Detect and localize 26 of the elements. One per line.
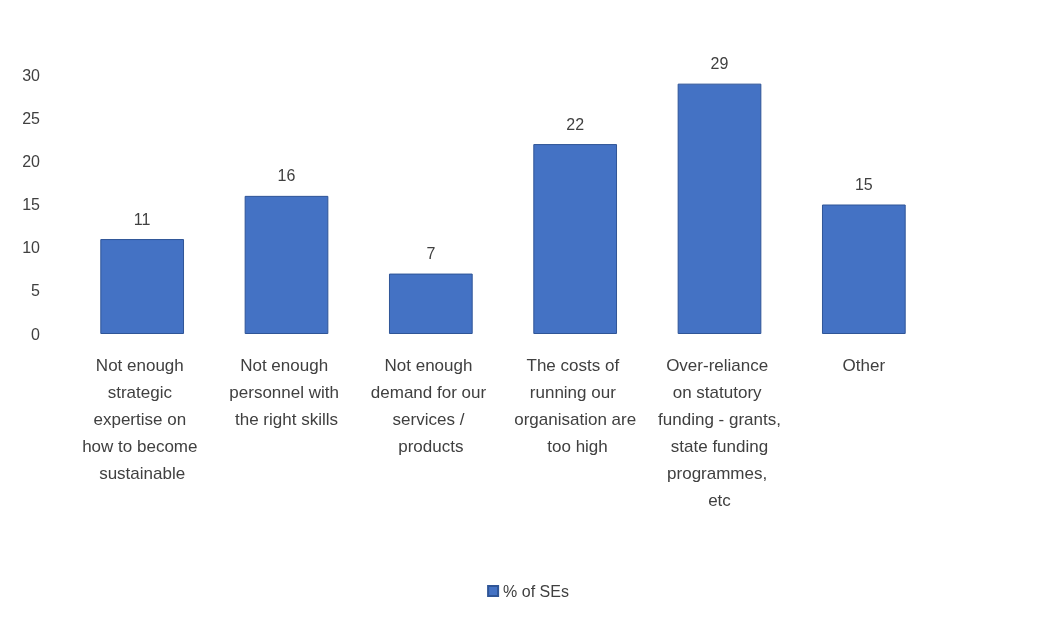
y-tick-label: 10	[22, 239, 41, 257]
x-tick-label: Not enough personnel with the right skills	[229, 356, 344, 429]
bar	[677, 83, 762, 334]
x-tick-label: Over-reliance on statutory funding - grants, state funding programmes, etc	[658, 356, 781, 510]
data-label: 11	[133, 210, 151, 228]
bar	[821, 204, 906, 334]
y-tick-label: 5	[31, 282, 41, 300]
data-label: 29	[710, 55, 729, 73]
y-tick-label: 15	[22, 196, 41, 213]
y-tick-label: 20	[22, 152, 41, 170]
bar	[244, 195, 329, 334]
x-tick-label: Other	[842, 356, 886, 375]
y-tick-label: 30	[22, 66, 41, 84]
data-label: 16	[277, 167, 296, 185]
y-tick-label: 25	[22, 109, 41, 127]
x-tick-label: Not enough strategic expertise on how to become sustainable	[82, 356, 203, 483]
x-tick-label: The costs of running our organisation are too high	[514, 356, 637, 456]
data-label: 15	[854, 176, 873, 193]
data-label: 7	[426, 245, 436, 263]
bar	[533, 144, 618, 334]
legend-label: % of SEs	[503, 582, 569, 600]
bar	[388, 273, 473, 334]
y-tick-label: 0	[31, 325, 41, 343]
data-label: 22	[566, 115, 585, 133]
bar	[100, 239, 185, 334]
x-tick-label: Not enough demand for our services / products	[370, 356, 491, 456]
